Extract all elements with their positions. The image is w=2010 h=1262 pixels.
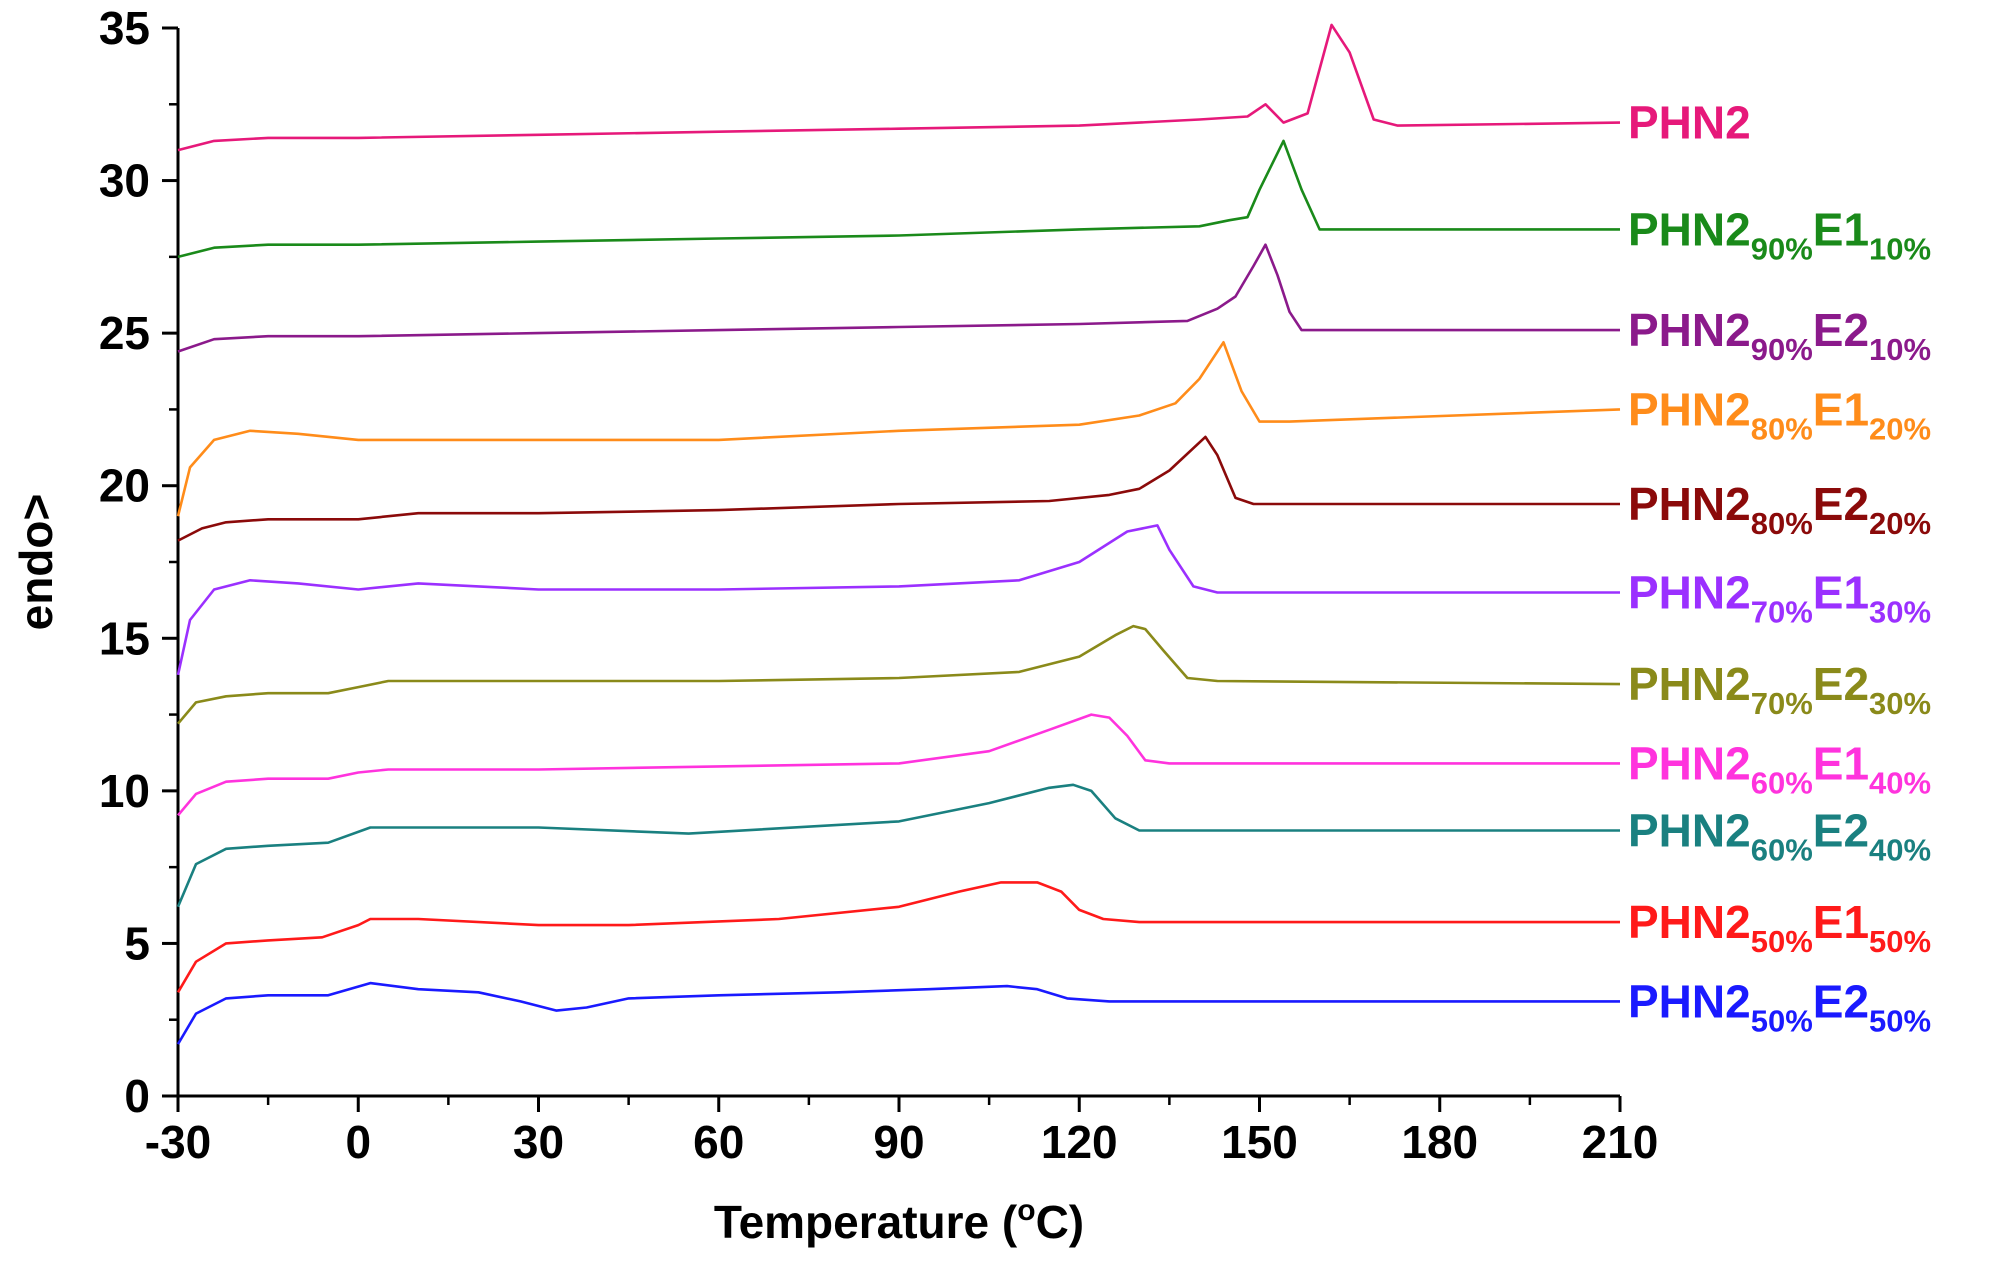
series-label-subscript: 10%	[1869, 231, 1931, 266]
series-label-subscript: 40%	[1869, 833, 1931, 868]
series-label-subscript: 80%	[1751, 506, 1813, 541]
series-line-phn2-90-e1-10	[177, 139, 1620, 259]
series-line-phn2	[177, 23, 1621, 152]
series-label-component: E1	[1813, 203, 1869, 255]
series-label-subscript: 40%	[1869, 765, 1931, 800]
series-label-component: E1	[1813, 567, 1869, 619]
series-label-base: PHN2	[1628, 567, 1751, 619]
series-line-phn2-80-e2-20	[177, 435, 1620, 542]
y-tick-label: 20	[99, 460, 150, 512]
series-label-phn2: PHN2	[1628, 97, 1751, 149]
x-tick-label: 30	[513, 1116, 564, 1168]
y-tick-label: 5	[124, 917, 150, 969]
series-label-subscript: 20%	[1869, 411, 1931, 446]
series-label-base: PHN2	[1628, 478, 1751, 530]
series-line-phn2-70-e2-30	[177, 624, 1621, 725]
x-tick-label: 210	[1582, 1116, 1659, 1168]
x-axis-title-unit: C)	[1036, 1196, 1085, 1248]
series-label-subscript: 80%	[1751, 411, 1813, 446]
y-tick-label: 10	[99, 765, 150, 817]
series-line-phn2-60-e1-40	[177, 713, 1620, 817]
series-label-phn2-70-e2-30: PHN270%E230%	[1628, 658, 1931, 721]
tick-marks	[162, 26, 1622, 1112]
series-label-subscript: 60%	[1751, 833, 1813, 868]
series-line-phn2-70-e1-30	[176, 524, 1620, 676]
series-label-phn2-80-e1-20: PHN280%E120%	[1628, 383, 1931, 446]
x-axis-title-degree: o	[1017, 1194, 1035, 1227]
x-tick-label: 150	[1221, 1116, 1298, 1168]
x-tick-label: -30	[145, 1116, 211, 1168]
series-label-component: E1	[1813, 737, 1869, 789]
y-tick-label: 15	[99, 612, 150, 664]
x-tick-label: 60	[693, 1116, 744, 1168]
series-label-subscript: 20%	[1869, 506, 1931, 541]
series-label-subscript: 50%	[1869, 924, 1931, 959]
series-label-phn2-50-e1-50: PHN250%E150%	[1628, 896, 1931, 959]
x-tick-label: 180	[1401, 1116, 1478, 1168]
series-label-phn2-90-e2-10: PHN290%E210%	[1628, 304, 1931, 367]
series-label-base: PHN2	[1628, 383, 1751, 435]
y-tick-label: 30	[99, 155, 150, 207]
series-label-component: E2	[1813, 478, 1869, 530]
series-label-subscript: 50%	[1751, 924, 1813, 959]
series-label-subscript: 30%	[1869, 686, 1931, 721]
series-line-phn2-90-e2-10	[177, 243, 1620, 353]
series-label-subscript: 10%	[1869, 332, 1931, 367]
x-axis-title: Temperature (oC)	[714, 1194, 1084, 1248]
series-label-subscript: 90%	[1751, 231, 1813, 266]
series-label-base: PHN2	[1628, 896, 1751, 948]
y-tick-label: 0	[124, 1070, 150, 1122]
series-label-base: PHN2	[1628, 805, 1751, 857]
series-label-base: PHN2	[1628, 975, 1751, 1027]
series-label-subscript: 70%	[1751, 686, 1813, 721]
series-label-base: PHN2	[1628, 737, 1751, 789]
series-line-phn2-80-e1-20	[176, 341, 1621, 517]
series-label-base: PHN2	[1628, 97, 1751, 149]
series-label-component: E1	[1813, 896, 1869, 948]
series-label-subscript: 30%	[1869, 595, 1931, 630]
series-label-phn2-80-e2-20: PHN280%E220%	[1628, 478, 1931, 541]
series-label-phn2-50-e2-50: PHN250%E250%	[1628, 975, 1931, 1038]
series-line-phn2-50-e2-50	[176, 981, 1620, 1045]
series-label-phn2-90-e1-10: PHN290%E110%	[1628, 203, 1931, 266]
y-tick-label: 35	[99, 2, 150, 54]
series-label-component: E2	[1813, 805, 1869, 857]
y-tick-label: 25	[99, 307, 150, 359]
series-label-component: E2	[1813, 658, 1869, 710]
series-label-component: E2	[1813, 304, 1869, 356]
series-label-component: E1	[1813, 383, 1869, 435]
series-label-phn2-70-e1-30: PHN270%E130%	[1628, 567, 1931, 630]
x-tick-label: 120	[1041, 1116, 1118, 1168]
series-label-subscript: 70%	[1751, 595, 1813, 630]
series-label-base: PHN2	[1628, 304, 1751, 356]
x-tick-label: 0	[345, 1116, 371, 1168]
x-axis-title-text: Temperature (	[714, 1196, 1018, 1248]
series-label-base: PHN2	[1628, 203, 1751, 255]
series-label-phn2-60-e2-40: PHN260%E240%	[1628, 805, 1931, 868]
axes	[176, 28, 1620, 1098]
series-line-phn2-60-e2-40	[176, 783, 1620, 908]
series-label-subscript: 60%	[1751, 765, 1813, 800]
series-labels: PHN2PHN290%E110%PHN290%E210%PHN280%E120%…	[1628, 97, 1931, 1039]
series-label-subscript: 50%	[1751, 1003, 1813, 1038]
series-label-component: E2	[1813, 975, 1869, 1027]
series-label-base: PHN2	[1628, 658, 1751, 710]
series-label-subscript: 50%	[1869, 1003, 1931, 1038]
y-axis-title: endo>	[10, 494, 62, 631]
series-lines	[176, 23, 1621, 1045]
series-line-phn2-50-e1-50	[176, 881, 1620, 993]
series-label-phn2-60-e1-40: PHN260%E140%	[1628, 737, 1931, 800]
x-tick-label: 90	[873, 1116, 924, 1168]
series-label-subscript: 90%	[1751, 332, 1813, 367]
